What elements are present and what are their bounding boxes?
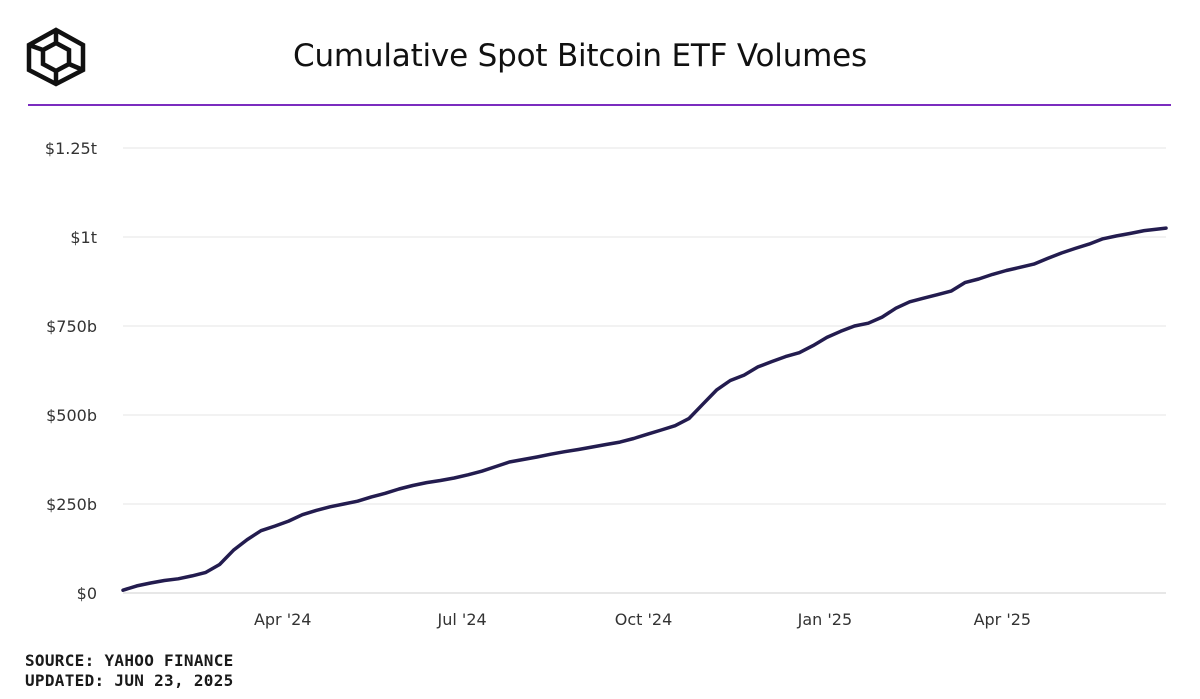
x-tick-label: Apr '24 bbox=[254, 610, 312, 629]
y-tick-label: $250b bbox=[46, 495, 97, 514]
updated-note: UPDATED: JUN 23, 2025 bbox=[25, 671, 234, 690]
y-tick-label: $500b bbox=[46, 406, 97, 425]
y-axis: $0 $250b $500b $750b $1t $1.25t bbox=[45, 139, 97, 603]
x-tick-label: Jul '24 bbox=[437, 610, 487, 629]
source-note: SOURCE: YAHOO FINANCE bbox=[25, 651, 234, 670]
y-tick-label: $0 bbox=[77, 584, 97, 603]
y-tick-label: $1.25t bbox=[45, 139, 97, 158]
y-tick-label: $1t bbox=[70, 228, 97, 247]
series-line-cumulative-volume bbox=[121, 226, 1168, 592]
y-tick-label: $750b bbox=[46, 317, 97, 336]
x-tick-label: Oct '24 bbox=[615, 610, 673, 629]
x-axis: Apr '24 Jul '24 Oct '24 Jan '25 Apr '25 bbox=[254, 610, 1031, 629]
x-tick-label: Apr '25 bbox=[974, 610, 1032, 629]
footer: SOURCE: YAHOO FINANCE UPDATED: JUN 23, 2… bbox=[25, 651, 234, 691]
header-divider bbox=[28, 104, 1171, 106]
cube-logo-icon bbox=[26, 27, 86, 87]
x-tick-label: Jan '25 bbox=[797, 610, 853, 629]
chart-title: Cumulative Spot Bitcoin ETF Volumes bbox=[293, 38, 867, 74]
chart-area: $0 $250b $500b $750b $1t $1.25t Apr '24 Jul '2… bbox=[45, 139, 1168, 629]
gridlines bbox=[123, 147, 1166, 594]
